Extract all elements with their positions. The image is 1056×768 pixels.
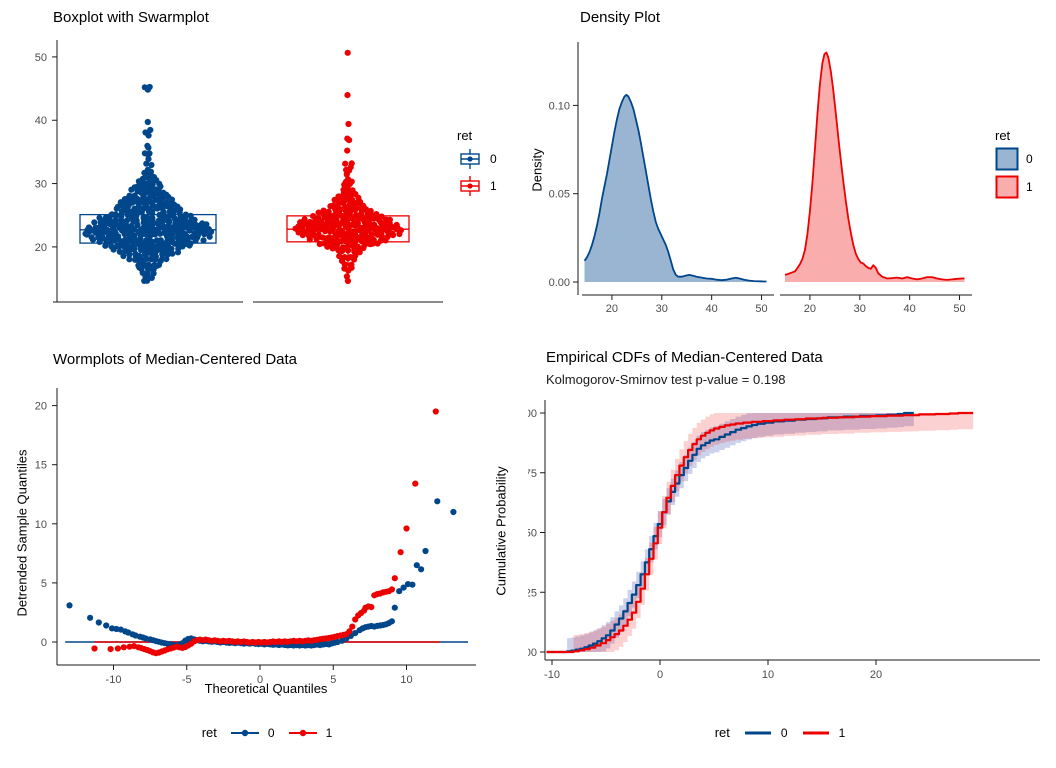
- density-legend: ret 0 1: [995, 128, 1033, 199]
- boxplot-key-icon: [457, 148, 483, 170]
- svg-text:40: 40: [35, 115, 47, 127]
- ecdf-title: Empirical CDFs of Median-Centered Data: [546, 349, 823, 366]
- legend-title: ret: [457, 128, 473, 143]
- legend-title: ret: [995, 128, 1011, 143]
- legend-entry-label: 1: [1026, 180, 1033, 194]
- svg-text:-5: -5: [182, 674, 192, 686]
- svg-text:20: 20: [606, 303, 618, 315]
- ecdf-chart: 0.00 0.25 0.50 0.75 1.00 -10 0 10 20: [528, 400, 1040, 681]
- svg-text:30: 30: [656, 303, 668, 315]
- svg-text:10: 10: [762, 669, 774, 681]
- svg-text:1.00: 1.00: [528, 408, 537, 420]
- boxplot-key-icon: [457, 175, 483, 197]
- legend-entry: 1: [457, 175, 497, 197]
- line-key-icon: [800, 726, 832, 740]
- legend-entry: 0: [457, 148, 497, 170]
- ecdf-subtitle: Kolmogorov-Smirnov test p-value = 0.198: [546, 372, 786, 387]
- density-title: Density Plot: [580, 9, 661, 26]
- legend-entry-label: 1: [490, 179, 497, 193]
- svg-text:-10: -10: [106, 674, 122, 686]
- svg-text:0: 0: [41, 637, 47, 649]
- svg-text:20: 20: [804, 303, 816, 315]
- svg-text:0: 0: [257, 674, 263, 686]
- svg-text:0.00: 0.00: [528, 647, 537, 659]
- ecdf-y-axis-label: Cumulative Probability: [493, 466, 509, 596]
- svg-text:50: 50: [35, 52, 47, 64]
- fill-key-icon: [995, 175, 1019, 199]
- swarmplot-chart: 20 30 40 50: [35, 40, 443, 303]
- wormplot-legend: ret 0 1: [57, 725, 477, 740]
- svg-text:30: 30: [854, 303, 866, 315]
- wormplot-chart: 0 5 10 15 20 -10 -5 0 5 10: [35, 388, 476, 686]
- svg-text:20: 20: [870, 669, 882, 681]
- svg-text:0.25: 0.25: [528, 587, 537, 599]
- legend-entry-label: 1: [325, 725, 333, 740]
- point-line-key-icon: [229, 726, 261, 740]
- fill-key-icon: [995, 147, 1019, 171]
- legend-entry: 1: [800, 725, 846, 740]
- svg-text:5: 5: [330, 674, 336, 686]
- density-chart: 0.00 0.05 0.10 20 30 40 50 20 30 40 50: [549, 42, 972, 315]
- legend-entry: 0: [742, 726, 788, 740]
- svg-text:50: 50: [755, 303, 767, 315]
- svg-text:10: 10: [400, 674, 412, 686]
- line-key-icon: [742, 726, 774, 740]
- svg-text:20: 20: [35, 401, 47, 413]
- legend-entry: 0: [229, 726, 275, 740]
- legend-entry-label: 0: [490, 152, 497, 166]
- ecdf-legend: ret 0 1: [545, 725, 1015, 740]
- swarmplot-legend: ret 0 1: [457, 128, 497, 197]
- svg-text:40: 40: [904, 303, 916, 315]
- svg-text:0.00: 0.00: [549, 277, 570, 289]
- svg-text:0.10: 0.10: [549, 100, 570, 112]
- swarmplot-title: Boxplot with Swarmplot: [53, 9, 209, 26]
- legend-entry: 1: [287, 725, 333, 740]
- legend-title: ret: [714, 725, 730, 740]
- legend-entry-label: 0: [780, 725, 788, 740]
- svg-text:0.05: 0.05: [549, 189, 570, 201]
- svg-text:0.50: 0.50: [528, 528, 537, 540]
- svg-text:30: 30: [35, 179, 47, 191]
- svg-text:0.75: 0.75: [528, 468, 537, 480]
- svg-text:0: 0: [657, 669, 663, 681]
- point-line-key-icon: [287, 726, 319, 740]
- legend-title: ret: [201, 725, 217, 740]
- legend-entry-label: 0: [1026, 152, 1033, 166]
- legend-entry-label: 1: [838, 725, 846, 740]
- legend-entry: 0: [995, 147, 1033, 171]
- wormplot-x-axis-label: Theoretical Quantiles: [204, 681, 328, 696]
- svg-text:5: 5: [41, 578, 47, 590]
- svg-text:20: 20: [35, 242, 47, 254]
- svg-text:-10: -10: [544, 669, 560, 681]
- legend-entry-label: 0: [267, 725, 275, 740]
- wormplot-title: Wormplots of Median-Centered Data: [53, 351, 297, 368]
- svg-text:15: 15: [35, 460, 47, 472]
- legend-entry: 1: [995, 175, 1033, 199]
- svg-text:50: 50: [953, 303, 965, 315]
- svg-text:40: 40: [706, 303, 718, 315]
- svg-text:10: 10: [35, 519, 47, 531]
